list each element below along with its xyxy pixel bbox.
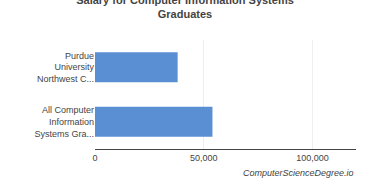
svg-text:ComputerScienceDegree.io: ComputerScienceDegree.io (243, 168, 354, 178)
svg-text:0: 0 (92, 153, 97, 163)
svg-text:100,000: 100,000 (296, 153, 329, 163)
svg-text:Salary for Computer Informatio: Salary for Computer Information SystemsG… (76, 0, 294, 20)
svg-text:PurdueUniversityNorthwest C...: PurdueUniversityNorthwest C... (37, 51, 95, 84)
svg-text:50,000: 50,000 (190, 153, 218, 163)
svg-text:All ComputerInformationSystems: All ComputerInformationSystems Gra... (34, 105, 94, 138)
